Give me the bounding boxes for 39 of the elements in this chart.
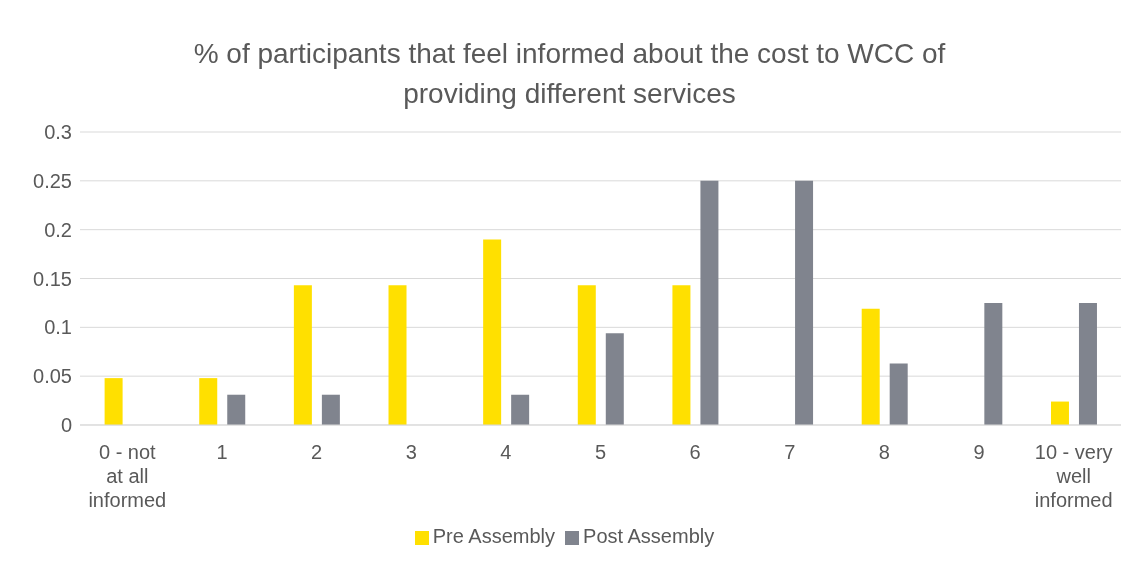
bar bbox=[104, 378, 123, 425]
bar bbox=[672, 285, 691, 425]
bar bbox=[388, 285, 407, 425]
bar bbox=[199, 378, 218, 425]
bar bbox=[700, 180, 719, 425]
x-tick-label: 1 bbox=[216, 441, 228, 463]
y-tick-label: 0.1 bbox=[44, 316, 72, 339]
y-tick-label: 0 bbox=[60, 414, 72, 437]
y-tick-label: 0.2 bbox=[44, 218, 72, 241]
bar bbox=[321, 394, 340, 425]
bar bbox=[795, 180, 814, 425]
bar bbox=[1050, 401, 1069, 425]
x-tick-label: 4 bbox=[500, 441, 512, 463]
x-tick-label: 8 bbox=[878, 441, 890, 463]
y-tick-label: 0.3 bbox=[44, 121, 72, 144]
y-tick-label: 0.25 bbox=[33, 169, 72, 192]
x-tick-label: 5 bbox=[594, 441, 607, 463]
legend-label: Pre Assembly bbox=[432, 525, 556, 547]
bar bbox=[483, 239, 502, 425]
x-tick-label: 0 - not at all informed bbox=[88, 441, 167, 511]
x-tick-label: 10 - very well informed bbox=[1034, 441, 1113, 511]
bar bbox=[984, 302, 1003, 425]
y-tick-label: 0.15 bbox=[33, 267, 72, 290]
bar bbox=[605, 333, 624, 425]
chart-title: % of participants that feel informed about the cost to WCC of providing different services bbox=[192, 37, 947, 111]
bar bbox=[511, 394, 530, 425]
x-tick-label: 6 bbox=[689, 441, 701, 463]
bar bbox=[577, 285, 596, 425]
x-tick-label: 2 bbox=[311, 441, 323, 463]
bar bbox=[227, 394, 246, 425]
bar bbox=[889, 363, 908, 425]
y-tick-label: 0.05 bbox=[33, 365, 72, 388]
bar bbox=[861, 308, 880, 425]
x-tick-label: 3 bbox=[405, 441, 417, 463]
bar bbox=[293, 285, 312, 425]
bar bbox=[1078, 302, 1097, 425]
x-tick-label: 7 bbox=[784, 441, 796, 463]
legend-label: Post Assembly bbox=[583, 525, 715, 547]
x-tick-label: 9 bbox=[973, 441, 985, 463]
